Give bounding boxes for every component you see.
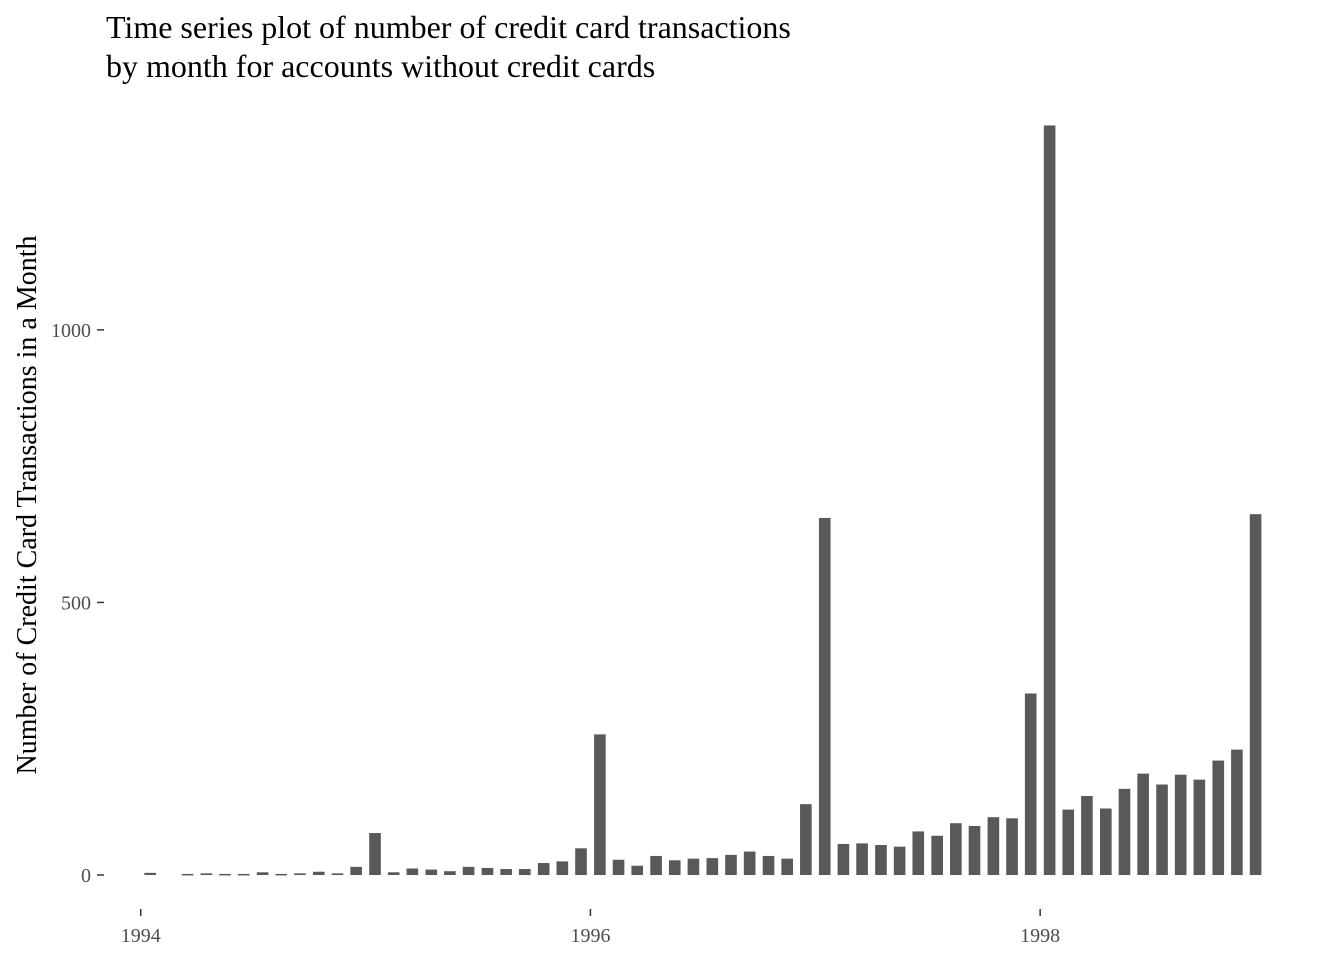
bar (968, 825, 981, 876)
bar (1024, 693, 1037, 876)
y-tick-label: 0 (81, 865, 91, 887)
bar (1193, 779, 1206, 876)
y-axis: 0 500 1000 (51, 320, 104, 887)
bar (1043, 125, 1056, 876)
y-axis-title: Number of Credit Card Transactions in a … (12, 236, 43, 775)
bar (987, 817, 1000, 876)
bar (1174, 774, 1187, 876)
bar (481, 867, 494, 876)
bar (912, 831, 925, 876)
bar (1212, 760, 1225, 876)
bar (237, 873, 250, 876)
bar (462, 866, 475, 876)
bar (331, 873, 344, 876)
bar (1249, 514, 1262, 876)
bar (1062, 809, 1075, 876)
bar (556, 861, 569, 876)
bar (668, 860, 681, 876)
bar (313, 871, 325, 876)
bar (818, 517, 831, 876)
bar (444, 871, 456, 876)
bar (200, 873, 213, 876)
bar (294, 873, 306, 876)
bar (1081, 795, 1093, 876)
bar (725, 854, 737, 876)
bar (537, 863, 550, 876)
bar (931, 835, 943, 876)
y-tick-label: 500 (61, 592, 91, 614)
bar-series (144, 125, 1262, 876)
bar (687, 858, 700, 876)
bar (256, 872, 269, 876)
bar (387, 872, 400, 876)
bar (706, 858, 719, 876)
chart-title: Time series plot of number of credit car… (106, 8, 791, 86)
bar (369, 833, 381, 876)
bar (631, 865, 644, 876)
bar (762, 855, 775, 876)
bar (575, 848, 587, 876)
bar (800, 804, 812, 876)
bar (1231, 749, 1243, 876)
bar (1156, 784, 1168, 876)
bar (650, 855, 662, 876)
chart-title-line-2: by month for accounts without credit car… (106, 48, 656, 84)
bar (406, 868, 419, 876)
x-tick-label: 1994 (121, 925, 161, 947)
bar (275, 873, 288, 876)
bar (837, 843, 850, 876)
bar (518, 869, 531, 876)
bar (781, 858, 793, 876)
bar (350, 866, 362, 876)
bar (950, 823, 962, 876)
bar (1006, 818, 1018, 876)
x-tick-label: 1998 (1020, 925, 1060, 947)
bar (425, 869, 438, 876)
bar (181, 873, 194, 876)
bar (1118, 788, 1131, 876)
bar (594, 734, 606, 876)
bar (743, 851, 756, 876)
bar (856, 843, 868, 876)
y-tick-label: 1000 (51, 320, 91, 342)
bar (144, 872, 156, 876)
bar (893, 846, 906, 876)
bar (612, 859, 625, 876)
x-tick-label: 1996 (570, 925, 610, 947)
bar (1137, 773, 1149, 876)
x-axis: 1994 1996 1998 (121, 909, 1060, 947)
bar (1100, 808, 1112, 876)
bar (875, 845, 887, 876)
bar (500, 869, 512, 876)
bar (219, 873, 231, 876)
chart-title-line-1: Time series plot of number of credit car… (106, 9, 791, 45)
